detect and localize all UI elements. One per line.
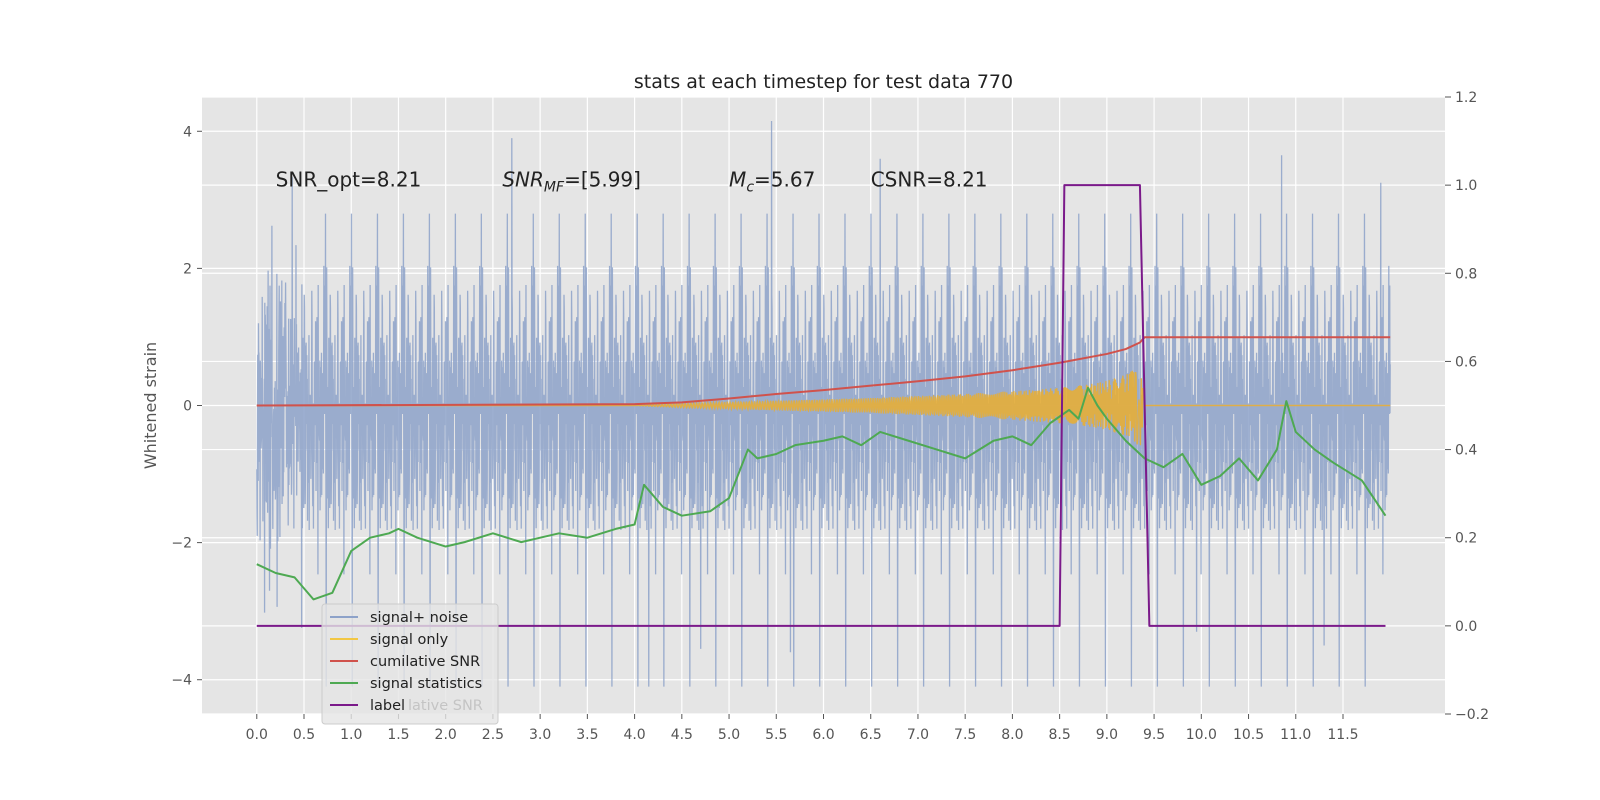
signal-statistics-line bbox=[256, 386, 1387, 601]
y2-tick-label: 0.6 bbox=[1455, 354, 1477, 370]
x-tick-label: 8.0 bbox=[1001, 727, 1023, 743]
y-tick-label: 4 bbox=[183, 124, 192, 140]
x-tick-label: 4.5 bbox=[671, 727, 693, 743]
y2-tick-label: 0.8 bbox=[1455, 266, 1477, 282]
y-tick-label: −2 bbox=[171, 536, 192, 552]
y-axis-label: Whitened strain bbox=[141, 342, 160, 469]
legend-item-label: signal statistics bbox=[370, 676, 482, 692]
legend-item-label: signal+ noise bbox=[370, 610, 468, 626]
annotation: Mc=5.67 bbox=[729, 167, 815, 195]
annotation: SNRMF=[5.99] bbox=[502, 167, 641, 195]
x-tick-label: 1.5 bbox=[387, 727, 409, 743]
x-axis: 0.0 0.5 1.0 1.5 2.0 2.5 3.0 3.5 4.0 4.5 5.0 5.5 6.0 6… bbox=[246, 714, 1359, 743]
x-tick-label: 5.0 bbox=[718, 727, 740, 743]
annotation-subscript: c bbox=[746, 179, 754, 195]
annotation-subscript: MF bbox=[544, 179, 565, 195]
legend-item-label: signal only bbox=[370, 632, 449, 648]
annotation-value: =5.67 bbox=[754, 167, 815, 191]
x-tick-label: 0.5 bbox=[293, 727, 315, 743]
x-tick-label: 8.5 bbox=[1048, 727, 1070, 743]
y-axis-left: −4 −2 0 2 4 bbox=[171, 124, 202, 689]
x-tick-label: 11.0 bbox=[1280, 727, 1311, 743]
x-tick-label: 0.0 bbox=[246, 727, 268, 743]
annotation: CSNR=8.21 bbox=[871, 167, 988, 191]
label-line bbox=[256, 184, 1386, 627]
y2-tick-label: 0.4 bbox=[1455, 443, 1477, 459]
x-tick-label: 11.5 bbox=[1327, 727, 1358, 743]
x-tick-label: 3.0 bbox=[529, 727, 551, 743]
chart-title: stats at each timestep for test data 770 bbox=[634, 71, 1013, 93]
y-axis-right: −0.2 0.0 0.2 0.4 0.6 0.8 1.0 1.2 bbox=[1445, 90, 1489, 723]
y2-tick-label: 0.2 bbox=[1455, 531, 1477, 547]
annotation-symbol: M bbox=[729, 167, 746, 191]
annotations: SNR_opt=8.21 SNRMF=[5.99] Mc=5.67 CSNR=8.21 bbox=[276, 167, 988, 195]
x-tick-label: 3.5 bbox=[576, 727, 598, 743]
legend-box bbox=[321, 603, 499, 725]
y2-tick-label: 0.0 bbox=[1455, 619, 1477, 635]
x-tick-label: 4.0 bbox=[623, 727, 645, 743]
x-tick-label: 2.0 bbox=[435, 727, 457, 743]
annotation-symbol: SNR bbox=[502, 167, 544, 191]
cumulative-snr-line bbox=[256, 336, 1391, 407]
x-tick-label: 1.0 bbox=[340, 727, 362, 743]
series-group bbox=[256, 120, 1391, 687]
y-tick-label: −4 bbox=[171, 673, 192, 689]
signal-noise-line bbox=[256, 120, 1391, 687]
x-tick-label: 9.0 bbox=[1096, 727, 1118, 743]
legend-item-label: label bbox=[370, 698, 405, 714]
annotation-value: =[5.99] bbox=[564, 167, 641, 191]
x-tick-label: 6.0 bbox=[812, 727, 834, 743]
x-tick-label: 9.5 bbox=[1143, 727, 1165, 743]
annotation: SNR_opt=8.21 bbox=[276, 167, 422, 191]
x-tick-label: 6.5 bbox=[860, 727, 882, 743]
x-tick-label: 2.5 bbox=[482, 727, 504, 743]
y2-tick-label: 1.0 bbox=[1455, 178, 1477, 194]
x-tick-label: 5.5 bbox=[765, 727, 787, 743]
y2-tick-label: 1.2 bbox=[1455, 90, 1477, 106]
y2-tick-label: −0.2 bbox=[1455, 707, 1489, 723]
x-tick-label: 10.5 bbox=[1233, 727, 1264, 743]
x-tick-label: 10.0 bbox=[1186, 727, 1217, 743]
legend-overlap-text: lative SNR bbox=[408, 698, 483, 714]
legend-item-label: cumilative SNR bbox=[370, 654, 480, 670]
x-tick-label: 7.0 bbox=[907, 727, 929, 743]
y-tick-label: 2 bbox=[183, 261, 192, 277]
legend: signal+ noise signal only cumilative SNR si… bbox=[321, 603, 499, 725]
x-tick-label: 7.5 bbox=[954, 727, 976, 743]
y-tick-label: 0 bbox=[183, 399, 192, 415]
